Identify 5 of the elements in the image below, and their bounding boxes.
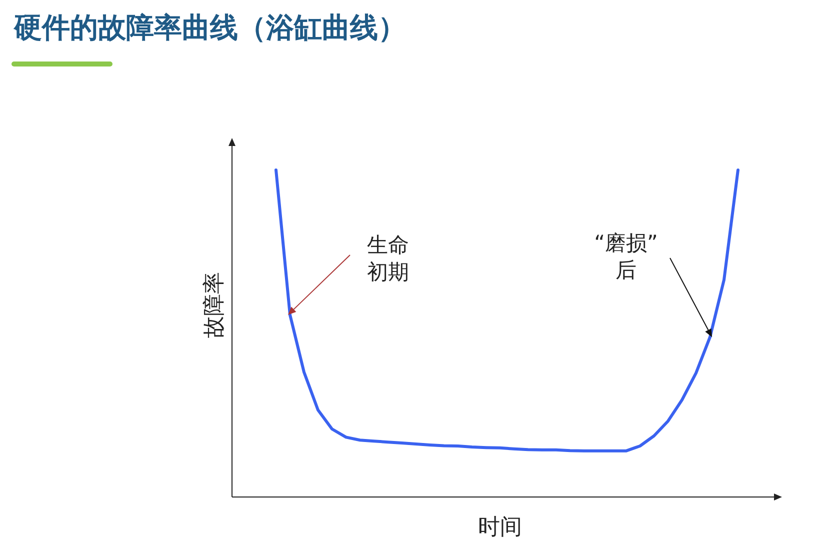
annotation: 生命初期 xyxy=(367,233,409,284)
chart-title: 硬件的故障率曲线（浴缸曲线） xyxy=(13,11,406,44)
annotation: “磨损”后 xyxy=(594,231,658,282)
y-axis-title: 故障率 xyxy=(202,272,227,338)
x-axis-title: 时间 xyxy=(478,515,522,540)
